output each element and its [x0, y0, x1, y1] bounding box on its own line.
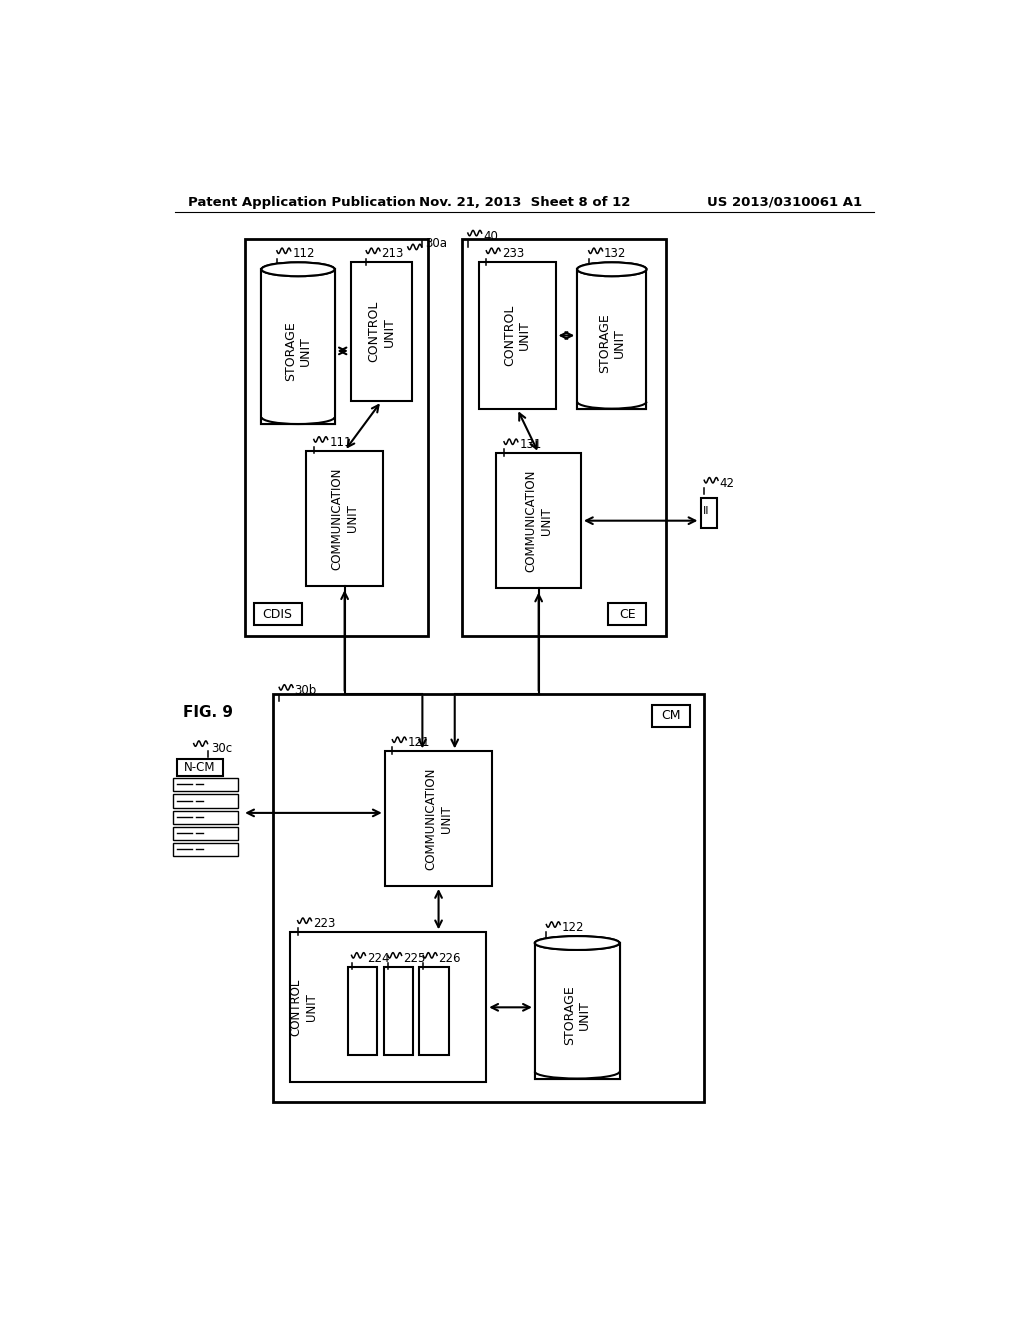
Text: 132: 132	[604, 247, 627, 260]
Bar	[254, 603, 301, 626]
Bar	[306, 451, 383, 586]
Bar	[177, 759, 223, 776]
Text: CDIS: CDIS	[262, 607, 293, 620]
Text: COMMUNICATION
UNIT: COMMUNICATION UNIT	[425, 767, 453, 870]
Text: FIG. 9: FIG. 9	[183, 705, 232, 721]
Text: Nov. 21, 2013  Sheet 8 of 12: Nov. 21, 2013 Sheet 8 of 12	[419, 195, 631, 209]
Ellipse shape	[261, 263, 335, 276]
Text: N-CM: N-CM	[184, 760, 216, 774]
Text: US 2013/0310061 A1: US 2013/0310061 A1	[707, 195, 862, 209]
Bar	[273, 693, 705, 1102]
Text: Patent Application Publication: Patent Application Publication	[188, 195, 416, 209]
Text: 30a: 30a	[425, 238, 446, 251]
Ellipse shape	[578, 263, 646, 276]
Bar	[478, 263, 556, 409]
Text: STORAGE
UNIT: STORAGE UNIT	[598, 313, 626, 374]
Bar	[173, 779, 239, 792]
Bar	[351, 263, 413, 401]
Bar	[535, 942, 620, 1078]
Text: 121: 121	[408, 737, 430, 750]
Text: 122: 122	[562, 921, 585, 935]
Ellipse shape	[535, 936, 620, 950]
Bar	[348, 968, 377, 1056]
Text: STORAGE
UNIT: STORAGE UNIT	[284, 321, 312, 380]
Bar	[578, 269, 646, 409]
Text: 42: 42	[720, 477, 734, 490]
Text: 30b: 30b	[295, 684, 316, 697]
Text: CONTROL
UNIT: CONTROL UNIT	[503, 305, 531, 366]
Text: 226: 226	[438, 952, 461, 965]
Bar	[261, 269, 335, 424]
Text: 111: 111	[330, 436, 351, 449]
Text: 213: 213	[382, 247, 403, 260]
Text: COMMUNICATION
UNIT: COMMUNICATION UNIT	[331, 467, 358, 569]
Text: COMMUNICATION
UNIT: COMMUNICATION UNIT	[524, 470, 553, 572]
Bar	[261, 269, 335, 424]
Text: 112: 112	[292, 247, 314, 260]
Text: CONTROL
UNIT: CONTROL UNIT	[290, 978, 317, 1036]
Bar	[578, 269, 646, 409]
Text: 233: 233	[502, 247, 524, 260]
Text: CE: CE	[618, 607, 636, 620]
Bar	[385, 751, 493, 886]
Text: 224: 224	[367, 952, 389, 965]
Bar	[384, 968, 413, 1056]
Text: STORAGE
UNIT: STORAGE UNIT	[563, 985, 591, 1045]
Bar	[701, 498, 717, 528]
Text: CONTROL
UNIT: CONTROL UNIT	[368, 301, 395, 362]
Bar	[290, 932, 486, 1082]
Text: 30c: 30c	[211, 742, 232, 755]
Ellipse shape	[578, 263, 646, 276]
Bar	[245, 239, 428, 636]
Bar	[652, 705, 690, 726]
Ellipse shape	[261, 263, 335, 276]
Bar	[173, 810, 239, 824]
Bar	[419, 968, 449, 1056]
Text: 131: 131	[519, 438, 542, 451]
Bar	[173, 795, 239, 808]
Bar	[535, 942, 620, 1078]
Bar	[608, 603, 646, 626]
Bar	[173, 826, 239, 840]
Bar	[497, 453, 581, 589]
Text: 223: 223	[313, 917, 336, 931]
Ellipse shape	[535, 936, 620, 950]
Text: 40: 40	[483, 230, 498, 243]
Bar	[462, 239, 666, 636]
Text: CM: CM	[662, 709, 681, 722]
Text: II: II	[703, 507, 710, 516]
Bar	[173, 843, 239, 857]
Text: 225: 225	[403, 952, 426, 965]
